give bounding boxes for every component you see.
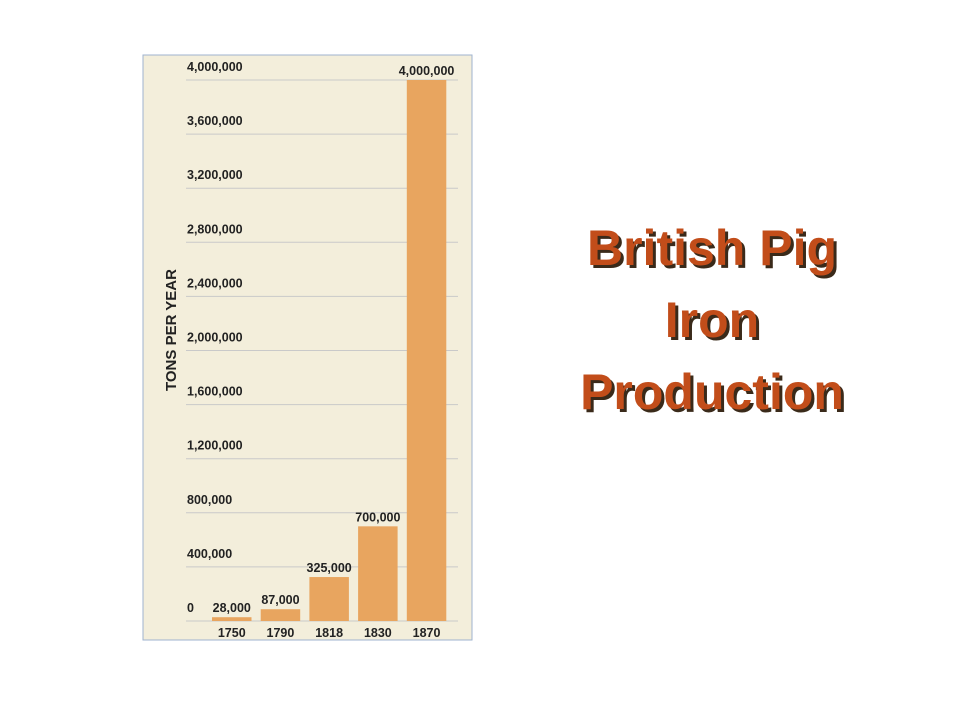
y-tick-label: 1,600,000	[187, 385, 243, 399]
y-tick-label: 3,600,000	[187, 114, 243, 128]
y-tick-label: 800,000	[187, 493, 232, 507]
bar	[309, 577, 349, 621]
bar	[212, 617, 252, 621]
bar	[358, 526, 398, 621]
y-tick-label: 3,200,000	[187, 168, 243, 182]
x-tick-label: 1750	[218, 626, 246, 640]
bar	[406, 80, 447, 621]
slide-title: British Pig Iron Production	[580, 220, 844, 420]
bar	[260, 609, 301, 621]
y-axis-title: TONS PER YEAR	[163, 269, 180, 391]
y-tick-label: 0	[187, 601, 194, 615]
x-tick-label: 1818	[315, 626, 343, 640]
value-label: 28,000	[213, 601, 251, 615]
y-tick-label: 2,400,000	[187, 276, 243, 290]
y-tick-label: 4,000,000	[187, 60, 243, 74]
y-tick-label: 400,000	[187, 547, 232, 561]
value-label: 700,000	[355, 510, 400, 524]
x-tick-label: 1870	[413, 626, 441, 640]
y-tick-label: 1,200,000	[187, 439, 243, 453]
x-tick-label: 1790	[267, 626, 295, 640]
value-label: 325,000	[307, 561, 352, 575]
y-tick-label: 2,000,000	[187, 331, 243, 345]
x-tick-label: 1830	[364, 626, 392, 640]
y-tick-label: 2,800,000	[187, 222, 243, 236]
value-label: 4,000,000	[399, 64, 455, 78]
value-label: 87,000	[261, 593, 299, 607]
